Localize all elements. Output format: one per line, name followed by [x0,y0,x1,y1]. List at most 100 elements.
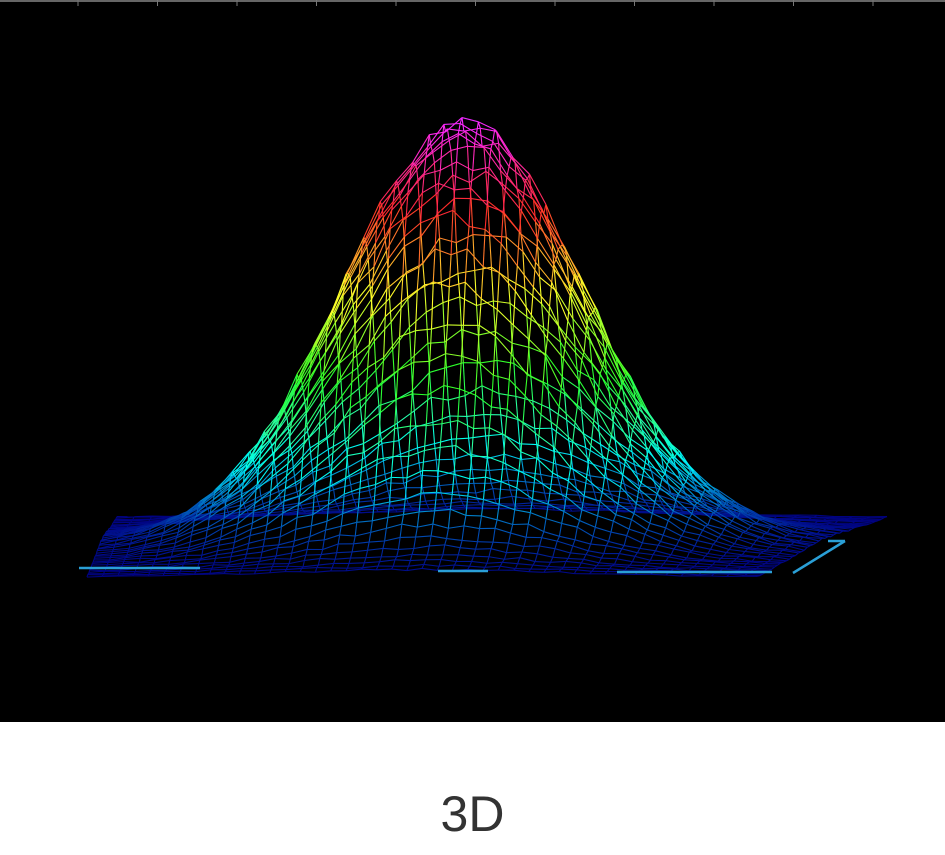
mesh-segment [466,248,484,268]
mesh-segment [749,561,766,564]
mesh-segment [528,173,547,205]
mesh-segment [97,546,115,550]
mesh-segment [339,507,357,511]
mesh-segment [456,483,459,492]
mesh-segment [239,468,257,489]
mesh-segment [357,340,375,368]
mesh-segment [634,464,652,472]
mesh-segment [626,528,630,536]
mesh-segment [348,562,365,564]
mesh-segment [487,456,504,463]
mesh-segment [263,502,282,510]
mesh-segment [270,475,288,492]
mesh-segment [614,563,630,566]
mesh-segment [592,535,609,542]
mesh-segment [343,418,346,440]
mesh-segment [350,478,369,486]
mesh-segment [159,542,176,546]
mesh-segment [510,353,528,376]
mesh-segment [450,210,454,255]
mesh-segment [365,367,369,397]
mesh-segment [260,551,263,559]
mesh-segment [449,494,453,510]
mesh-segment [699,529,704,536]
mesh-segment [673,510,690,519]
mesh-segment [479,362,483,386]
mesh-segment [335,383,338,405]
mesh-segment [806,545,811,548]
mesh-segment [632,429,650,451]
mesh-segment [86,575,103,578]
mesh-segment [578,388,597,409]
mesh-segment [837,520,856,523]
mesh-segment [763,550,780,554]
mesh-segment [627,566,643,570]
mesh-segment [537,246,541,278]
mesh-segment [488,548,492,557]
mesh-segment [323,379,342,403]
mesh-segment [472,143,476,171]
mesh-segment [485,476,502,483]
mesh-segment [540,473,558,479]
mesh-segment [352,489,370,495]
mesh-segment [318,351,321,362]
mesh-segment [310,331,328,366]
mesh-segment [393,507,412,511]
mesh-segment [283,495,301,502]
mesh-segment [362,442,380,454]
mesh-segment [432,139,450,154]
mesh-segment [375,459,378,485]
mesh-segment [488,166,506,191]
mesh-segment [522,251,526,289]
mesh-segment [372,297,390,316]
mesh-segment [474,133,478,145]
mesh-segment [213,558,216,563]
mesh-segment [570,552,587,556]
mesh-segment [611,435,629,455]
mesh-segment [514,162,518,189]
mesh-segment [315,470,332,483]
mesh-segment [515,504,534,507]
mesh-segment [655,436,660,450]
mesh-segment [360,452,364,469]
mesh-segment [316,452,334,467]
mesh-segment [261,498,264,504]
mesh-segment [239,489,257,508]
mesh-segment [739,536,757,542]
mesh-segment [322,543,339,551]
mesh-segment [265,524,268,532]
mesh-segment [723,524,728,530]
mesh-segment [761,518,779,526]
mesh-segment [561,568,577,571]
mesh-segment [444,544,461,549]
mesh-segment [356,520,373,523]
mesh-segment [731,516,736,522]
mesh-segment [536,545,541,554]
mesh-segment [647,529,664,536]
mesh-segment [595,407,599,425]
mesh-segment [146,533,164,538]
mesh-segment [677,506,695,509]
mesh-segment [368,316,372,345]
mesh-segment [675,493,679,501]
mesh-segment [477,360,494,376]
mesh-segment [563,358,580,382]
mesh-segment [503,214,507,238]
mesh-segment [372,516,389,522]
mesh-segment [479,128,483,147]
mesh-segment [720,502,738,518]
mesh-segment [556,536,560,542]
mesh-segment [337,505,340,511]
mesh-segment [538,435,556,449]
mesh-segment [214,554,218,559]
mesh-segment [108,558,125,562]
mesh-segment [709,489,727,502]
mesh-segment [478,330,496,336]
mesh-segment [271,462,274,477]
mesh-segment [244,449,262,472]
mesh-segment [769,546,786,550]
mesh-segment [652,550,656,555]
mesh-segment [457,123,461,134]
mesh-segment [519,443,537,446]
mesh-segment [587,461,606,469]
